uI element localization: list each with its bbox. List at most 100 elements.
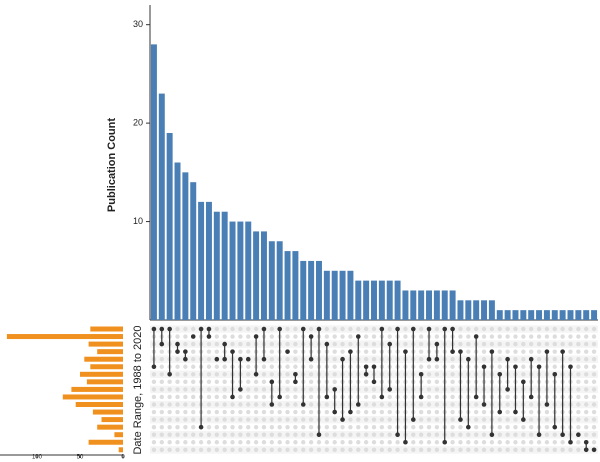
empty-dot bbox=[277, 402, 282, 407]
empty-dot bbox=[434, 364, 440, 369]
empty-dot bbox=[521, 357, 526, 362]
empty-dot bbox=[584, 424, 589, 430]
empty-dot bbox=[513, 326, 518, 332]
empty-dot bbox=[214, 440, 220, 445]
bar bbox=[536, 310, 543, 320]
empty-dot bbox=[481, 357, 487, 362]
empty-dot bbox=[167, 447, 172, 452]
empty-dot bbox=[308, 447, 314, 452]
member-dot bbox=[505, 356, 510, 362]
empty-dot bbox=[576, 364, 581, 369]
empty-dot bbox=[301, 432, 306, 437]
empty-dot bbox=[584, 372, 589, 377]
set-bar bbox=[90, 364, 123, 370]
bar bbox=[315, 260, 322, 320]
empty-dot bbox=[238, 432, 243, 437]
empty-dot bbox=[418, 447, 424, 452]
empty-dot bbox=[261, 379, 267, 385]
member-dot bbox=[536, 432, 542, 438]
empty-dot bbox=[450, 387, 455, 392]
empty-dot bbox=[560, 447, 565, 452]
member-dot bbox=[481, 402, 487, 407]
member-dot bbox=[222, 356, 227, 362]
empty-dot bbox=[332, 334, 337, 339]
empty-dot bbox=[214, 402, 220, 407]
set-bar bbox=[75, 402, 123, 407]
empty-dot bbox=[269, 409, 275, 415]
bar bbox=[559, 310, 566, 320]
empty-dot bbox=[293, 349, 298, 354]
empty-dot bbox=[513, 432, 518, 437]
empty-dot bbox=[513, 341, 518, 347]
empty-dot bbox=[246, 447, 251, 452]
empty-dot bbox=[253, 447, 259, 452]
member-dot bbox=[521, 417, 526, 422]
empty-dot bbox=[387, 432, 392, 437]
empty-dot bbox=[191, 409, 196, 415]
member-dot bbox=[159, 326, 165, 332]
empty-dot bbox=[481, 409, 487, 415]
empty-dot bbox=[340, 334, 345, 339]
empty-dot bbox=[450, 424, 455, 430]
empty-dot bbox=[324, 334, 330, 339]
empty-dot bbox=[191, 379, 196, 385]
set-bar bbox=[114, 432, 123, 438]
empty-dot bbox=[568, 334, 573, 339]
empty-dot bbox=[568, 447, 573, 452]
empty-dot bbox=[536, 357, 542, 362]
member-dot bbox=[238, 356, 243, 362]
empty-dot bbox=[450, 432, 455, 437]
empty-dot bbox=[277, 432, 282, 437]
empty-dot bbox=[238, 341, 243, 347]
empty-dot bbox=[293, 334, 298, 339]
empty-dot bbox=[191, 394, 196, 400]
empty-dot bbox=[167, 417, 172, 422]
empty-dot bbox=[348, 417, 353, 422]
empty-dot bbox=[466, 326, 471, 332]
empty-dot bbox=[584, 341, 589, 347]
set-bar bbox=[90, 326, 123, 332]
empty-dot bbox=[308, 402, 314, 407]
bar bbox=[520, 310, 527, 320]
empty-dot bbox=[466, 341, 471, 347]
empty-dot bbox=[521, 424, 526, 430]
empty-dot bbox=[568, 357, 573, 362]
empty-dot bbox=[544, 334, 550, 339]
member-dot bbox=[277, 326, 282, 332]
empty-dot bbox=[222, 394, 227, 400]
empty-dot bbox=[528, 349, 534, 354]
empty-dot bbox=[348, 424, 353, 430]
bar bbox=[591, 310, 598, 320]
empty-dot bbox=[450, 372, 455, 377]
member-dot bbox=[450, 326, 455, 332]
empty-dot bbox=[151, 409, 157, 415]
empty-dot bbox=[584, 349, 589, 354]
member-dot bbox=[552, 372, 558, 377]
empty-dot bbox=[528, 334, 534, 339]
empty-dot bbox=[363, 409, 369, 415]
member-dot bbox=[489, 432, 495, 438]
empty-dot bbox=[230, 341, 235, 347]
empty-dot bbox=[340, 349, 345, 354]
empty-dot bbox=[371, 402, 377, 407]
empty-dot bbox=[371, 432, 377, 437]
empty-dot bbox=[528, 409, 534, 415]
empty-dot bbox=[505, 417, 510, 422]
empty-dot bbox=[348, 447, 353, 452]
empty-dot bbox=[591, 349, 597, 354]
member-dot bbox=[458, 349, 463, 354]
empty-dot bbox=[536, 447, 542, 452]
empty-dot bbox=[151, 379, 157, 385]
empty-dot bbox=[332, 341, 337, 347]
member-dot bbox=[355, 334, 361, 339]
empty-dot bbox=[308, 364, 314, 369]
empty-dot bbox=[450, 379, 455, 385]
empty-dot bbox=[183, 364, 188, 369]
empty-dot bbox=[528, 440, 534, 445]
empty-dot bbox=[584, 394, 589, 400]
member-dot bbox=[230, 394, 235, 400]
empty-dot bbox=[261, 364, 267, 369]
empty-dot bbox=[379, 440, 385, 445]
empty-dot bbox=[269, 334, 275, 339]
empty-dot bbox=[332, 440, 337, 445]
